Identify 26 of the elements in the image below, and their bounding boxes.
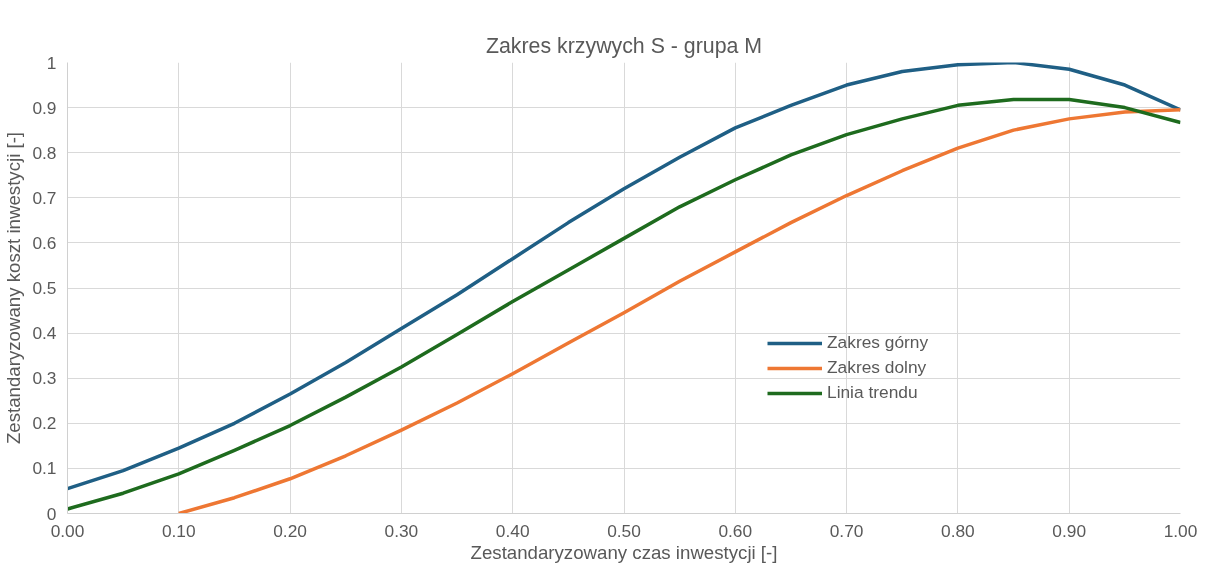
y-axis-title: Zestandaryzowany koszt inwestycji [-] (3, 131, 25, 445)
y-tick-label: 0.3 (32, 368, 57, 389)
y-tick-label: 0.8 (32, 142, 57, 163)
x-tick-label: 0.60 (718, 520, 753, 541)
x-tick-label: 0.20 (273, 520, 307, 541)
y-tick-label: 0.1 (32, 458, 57, 479)
x-tick-label: 0.70 (829, 520, 864, 541)
x-axis-title: Zestandaryzowany czas inwestycji [-] (470, 541, 778, 563)
x-tick-label: 0.30 (384, 520, 419, 541)
chart-title: Zakres krzywych S - grupa M (485, 33, 763, 58)
legend-label: Linia trendu (827, 382, 918, 403)
legend-label: Zakres górny (827, 332, 929, 353)
x-tick-label: 1.00 (1163, 520, 1198, 541)
x-tick-label: 0.10 (161, 520, 196, 541)
y-tick-label: 0.4 (32, 323, 57, 344)
x-tick-label: 0.40 (495, 520, 530, 541)
legend-label: Zakres dolny (827, 357, 927, 378)
x-tick-label: 0.80 (941, 520, 975, 541)
y-tick-label: 0.2 (32, 413, 57, 434)
x-tick-label: 0.50 (607, 520, 641, 541)
x-tick-label: 0.90 (1052, 520, 1087, 541)
y-tick-label: 0.6 (32, 232, 57, 253)
y-tick-label: 0.9 (32, 97, 57, 118)
y-tick-label: 0.7 (32, 187, 57, 208)
y-tick-label: 0.5 (32, 278, 57, 298)
y-tick-label: 1 (46, 52, 57, 73)
